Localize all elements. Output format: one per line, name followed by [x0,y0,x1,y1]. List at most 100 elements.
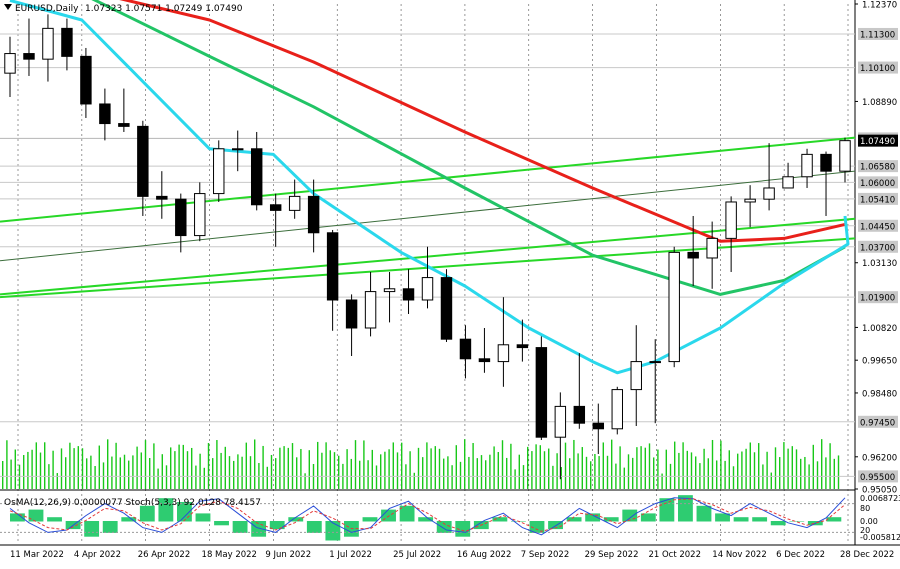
volume-bar [602,442,604,489]
candle-body [232,148,244,151]
osma-bar [733,517,749,522]
volume-bar [241,456,243,489]
volume-bar [531,451,533,489]
volume-bar [140,452,142,489]
volume-bar [455,445,457,489]
volume-bar [552,465,554,489]
volume-bar [720,440,722,489]
volume-bar [594,454,596,489]
volume-bar [245,442,247,489]
volume-bar [791,446,793,489]
volume-bar [52,450,54,489]
volume-bar [497,452,499,489]
volume-bar [94,466,96,489]
volume-bar [447,456,449,489]
volume-bar [522,465,525,489]
volume-bar [266,466,268,489]
candle-body [535,347,548,438]
volume-bar [770,472,772,489]
candle-body [820,153,832,172]
level-label: 1.03700 [860,243,895,253]
osma-bar [121,517,137,522]
moving-averages [9,0,850,375]
volume-bar [766,451,768,489]
current-price-bg [858,134,898,147]
volume-bar [98,445,100,489]
xtick-label: 16 Aug 2022 [457,550,511,560]
osma-bar [436,521,452,533]
volume-bar [27,451,29,489]
osma-bar [603,517,619,522]
volume-bar [560,467,562,489]
level-label: 1.04450 [860,222,895,232]
candle-body [23,53,35,60]
volume-bar [459,461,462,489]
volume-bar [837,455,840,489]
ytick-label: 1.12370 [862,1,897,11]
candle-body [497,344,510,363]
volume-bar [753,452,756,489]
volume-bar [804,456,806,489]
candle-body [592,422,605,430]
volume-bar [590,461,592,489]
chart-ohlc: 1.07323 1.07571 1.07249 1.07490 [85,4,243,14]
volume-bar [191,447,193,489]
candle-body [440,277,453,340]
volume-bar [506,457,508,489]
osma-bar [696,505,712,522]
candle-body [61,27,73,57]
candle-body [326,232,339,301]
level-label-bg [858,415,898,428]
volume-bar [300,448,302,489]
candle-body [649,361,661,364]
candle-body [137,125,149,197]
level-label-bg [858,470,898,483]
volume-bar [711,439,714,489]
volume-bar [380,454,382,489]
volume-bar [619,446,621,489]
osma-bar [381,509,396,522]
level-label-bg [858,176,898,189]
volume-bar [392,442,394,489]
candle-body [573,405,586,424]
volume-bar [237,454,239,489]
ytick-label: 1.08890 [862,98,897,108]
volume-bar [270,454,273,489]
candle-body [782,176,794,189]
volume-bar [224,446,226,489]
level-label: 1.05410 [860,195,895,205]
volume-bar [56,473,58,489]
dropdown-triangle-icon[interactable] [4,4,12,10]
osma-bar [678,495,693,522]
volume-bar [518,454,520,489]
volume-bar [606,455,609,489]
level-label-bg [858,219,898,232]
volume-bar [737,453,739,489]
osma-bar [214,521,229,526]
volume-bar [417,447,420,489]
osma-bar [28,509,44,522]
candle-body [839,140,851,172]
volume-bar [153,443,155,489]
volume-bar [438,448,441,489]
volume-bar [728,450,730,489]
osma-bar [418,517,434,522]
candle-body [706,237,718,259]
volume-bar [69,442,71,489]
grid [0,0,900,546]
volume-bar [195,465,197,489]
trend-line [0,170,856,262]
level-label: 1.01900 [860,294,895,304]
candle-body [668,251,680,363]
volume-bar [665,449,667,489]
volume-bar [275,458,277,489]
volume-bar [23,455,25,489]
volume-bar [480,455,483,489]
volume-bar [489,454,491,489]
candle-body [763,187,775,200]
volume-bar [556,453,558,489]
candle-body [4,53,16,74]
osc-axis-label: 80 [860,504,870,513]
level-label-bg [858,27,898,40]
candle-body [269,204,282,211]
